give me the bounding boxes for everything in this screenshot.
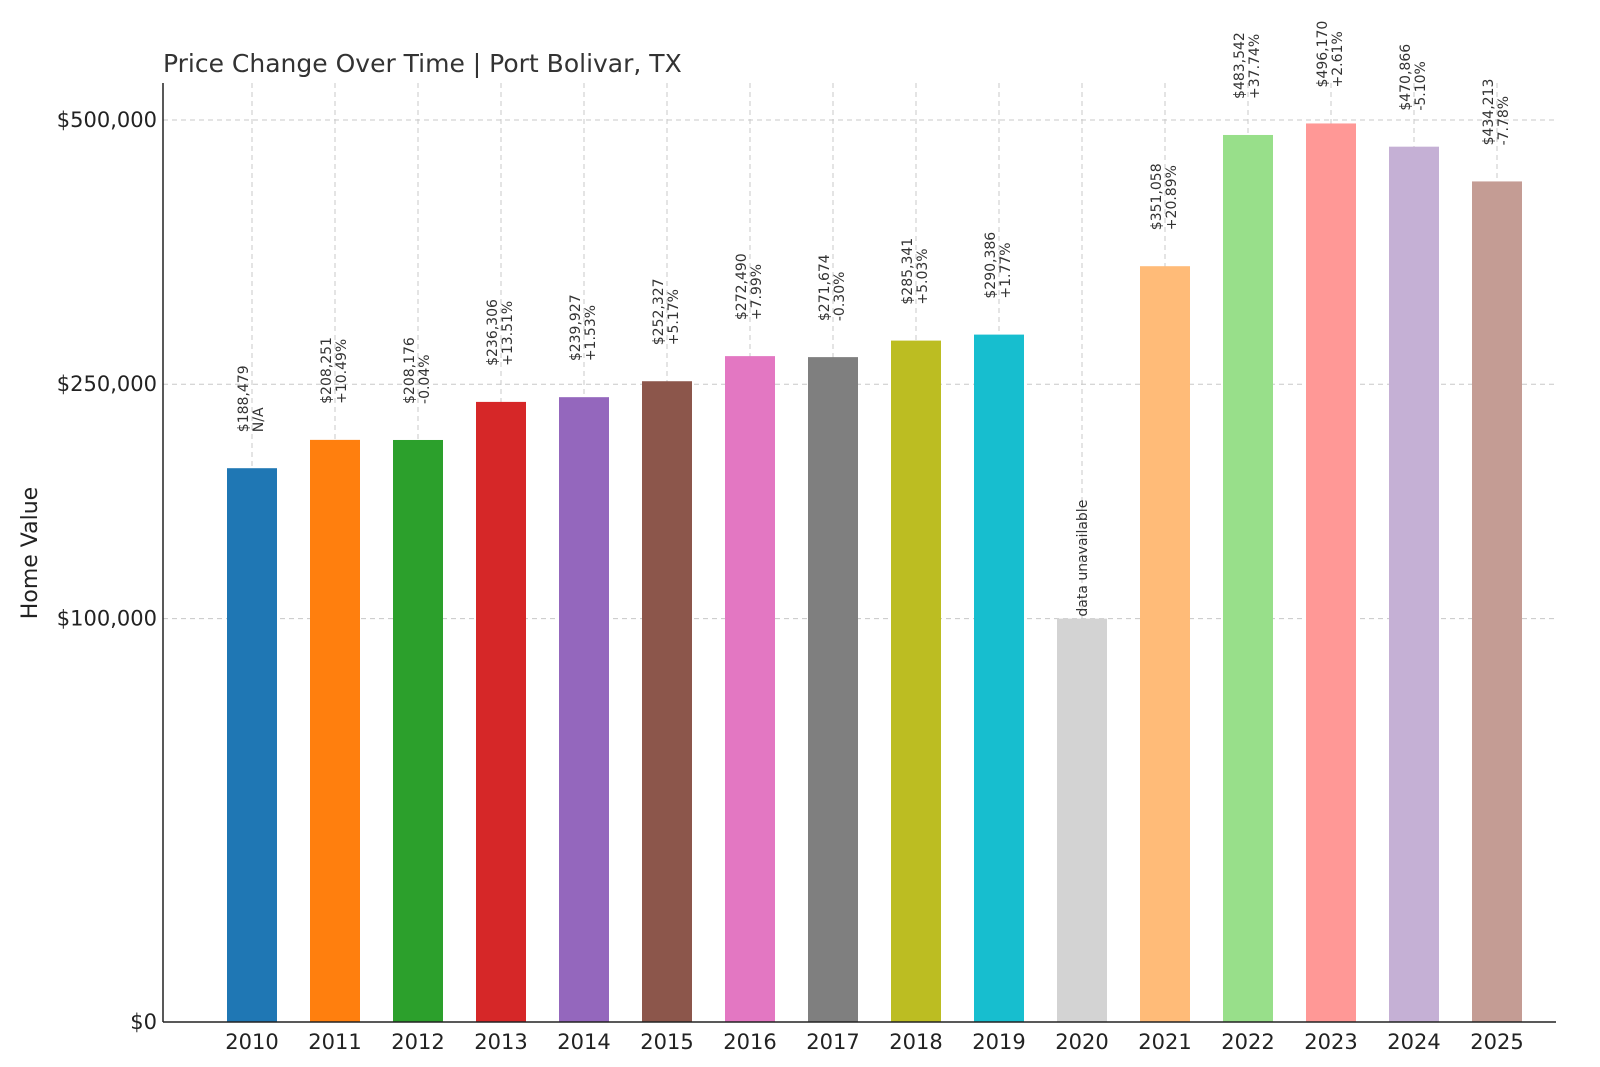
y-tick-label: $250,000 bbox=[57, 372, 157, 396]
chart-title: Price Change Over Time | Port Bolivar, T… bbox=[163, 49, 682, 78]
data-label-2025: $434,213 -7.78% bbox=[1481, 79, 1512, 146]
bar-2014 bbox=[559, 397, 609, 1022]
data-label-2022: $483,542 +37.74% bbox=[1232, 32, 1263, 99]
bar-2024 bbox=[1389, 146, 1439, 1023]
data-label-layer: $188,479 N/A $208,251 +10.49% $208,176 -0.04%… bbox=[236, 21, 1512, 617]
y-tick-label: $100,000 bbox=[57, 607, 157, 631]
x-tick-label: 2024 bbox=[1387, 1030, 1440, 1054]
x-tick-label: 2014 bbox=[557, 1030, 610, 1054]
x-tick-label: 2011 bbox=[308, 1030, 361, 1054]
x-tick-label: 2021 bbox=[1138, 1030, 1191, 1054]
axis-layer: $0 $100,000 $250,000 $500,000 2010 2011 2012 20… bbox=[57, 83, 1556, 1054]
data-label-2021: $351,058 +20.89% bbox=[1149, 163, 1180, 230]
change-label: +37.74% bbox=[1247, 34, 1263, 99]
data-label-2023: $496,170 +2.61% bbox=[1315, 21, 1346, 88]
x-tick-label: 2018 bbox=[889, 1030, 942, 1054]
change-label: +1.53% bbox=[583, 305, 599, 361]
change-label: +2.61% bbox=[1330, 31, 1346, 87]
bar-2012 bbox=[393, 439, 443, 1022]
x-tick-label: 2012 bbox=[391, 1030, 444, 1054]
price-label: $252,327 bbox=[651, 278, 667, 345]
price-label: $236,306 bbox=[485, 299, 501, 366]
bar-layer bbox=[227, 123, 1522, 1023]
x-tick-label: 2022 bbox=[1221, 1030, 1274, 1054]
bar-2016 bbox=[725, 356, 775, 1022]
x-tick-label: 2023 bbox=[1304, 1030, 1357, 1054]
price-label: $483,542 bbox=[1232, 32, 1248, 99]
x-tick-label: 2020 bbox=[1055, 1030, 1108, 1054]
data-label-2011: $208,251 +10.49% bbox=[319, 337, 350, 404]
change-label: +20.89% bbox=[1164, 165, 1180, 230]
change-label: N/A bbox=[251, 407, 267, 432]
bar-2013 bbox=[476, 401, 526, 1022]
bar-2019 bbox=[974, 334, 1024, 1023]
change-label: +10.49% bbox=[334, 339, 350, 404]
x-tick-label: 2016 bbox=[723, 1030, 776, 1054]
price-label: $470,866 bbox=[1398, 44, 1414, 111]
data-label-2013: $236,306 +13.51% bbox=[485, 299, 516, 366]
data-label-2012: $208,176 -0.04% bbox=[402, 337, 433, 404]
change-label: -5.10% bbox=[1413, 61, 1429, 111]
change-label: +1.77% bbox=[998, 242, 1014, 298]
x-tick-label: 2015 bbox=[640, 1030, 693, 1054]
data-label-2017: $271,674 -0.30% bbox=[817, 254, 848, 321]
y-axis-label: Home Value bbox=[18, 487, 43, 619]
unavailable-label: data unavailable bbox=[1075, 500, 1091, 617]
change-label: -0.04% bbox=[417, 354, 433, 404]
x-tick-label: 2010 bbox=[225, 1030, 278, 1054]
bar-2021 bbox=[1140, 266, 1190, 1023]
change-label: -0.30% bbox=[832, 272, 848, 322]
bar-2025 bbox=[1472, 181, 1522, 1022]
data-label-2024: $470,866 -5.10% bbox=[1398, 44, 1429, 111]
price-label: $272,490 bbox=[734, 253, 750, 320]
bar-2011 bbox=[310, 439, 360, 1022]
price-label: $208,251 bbox=[319, 337, 335, 404]
price-label: $351,058 bbox=[1149, 163, 1165, 230]
bar-2022 bbox=[1223, 134, 1273, 1022]
change-label: +5.03% bbox=[915, 248, 931, 304]
price-label: $271,674 bbox=[817, 254, 833, 321]
change-label: +13.51% bbox=[500, 301, 516, 366]
data-label-2018: $285,341 +5.03% bbox=[900, 238, 931, 305]
bar-2010 bbox=[227, 468, 277, 1022]
data-label-2016: $272,490 +7.99% bbox=[734, 253, 765, 320]
data-label-2019: $290,386 +1.77% bbox=[983, 232, 1014, 299]
x-tick-label: 2017 bbox=[806, 1030, 859, 1054]
price-label: $434,213 bbox=[1481, 79, 1497, 146]
data-label-2010: $188,479 N/A bbox=[236, 365, 267, 432]
change-label: -7.78% bbox=[1496, 96, 1512, 146]
price-label: $285,341 bbox=[900, 238, 916, 305]
x-tick-label: 2013 bbox=[474, 1030, 527, 1054]
bar-2018 bbox=[891, 340, 941, 1022]
x-tick-label: 2025 bbox=[1470, 1030, 1523, 1054]
bar-2023 bbox=[1306, 123, 1356, 1022]
bar-2020 bbox=[1057, 618, 1107, 1022]
y-tick-label: $0 bbox=[130, 1010, 157, 1034]
price-label: $239,927 bbox=[568, 294, 584, 361]
y-tick-label: $500,000 bbox=[57, 108, 157, 132]
price-label: $496,170 bbox=[1315, 21, 1331, 88]
price-label: $188,479 bbox=[236, 365, 252, 432]
price-label: $208,176 bbox=[402, 337, 418, 404]
data-label-2015: $252,327 +5.17% bbox=[651, 278, 682, 345]
bar-2017 bbox=[808, 357, 858, 1023]
bar-2015 bbox=[642, 381, 692, 1023]
price-label: $290,386 bbox=[983, 232, 999, 299]
x-tick-label: 2019 bbox=[972, 1030, 1025, 1054]
change-label: +7.99% bbox=[749, 264, 765, 320]
change-label: +5.17% bbox=[666, 289, 682, 345]
data-label-2014: $239,927 +1.53% bbox=[568, 294, 599, 361]
